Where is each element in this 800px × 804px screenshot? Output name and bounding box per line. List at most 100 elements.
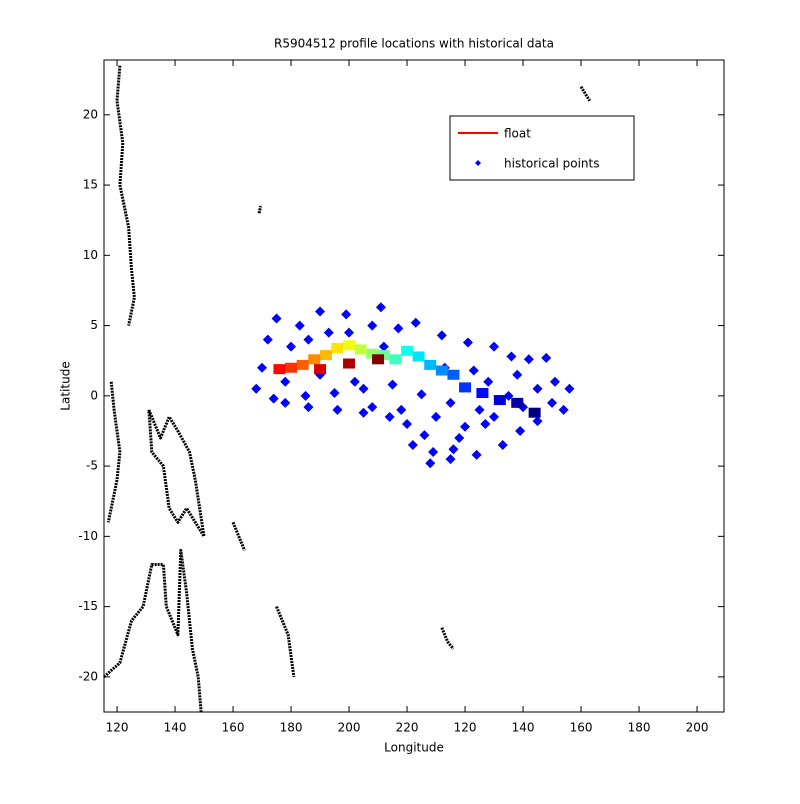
historical-point xyxy=(407,440,418,451)
historical-point xyxy=(367,402,378,413)
historical-point xyxy=(280,376,291,387)
historical-point xyxy=(523,354,534,365)
historical-point xyxy=(564,383,575,394)
float-point xyxy=(528,407,541,418)
float-point xyxy=(493,395,506,406)
historical-point xyxy=(358,407,369,418)
historical-point xyxy=(262,334,273,345)
historical-point xyxy=(332,404,343,415)
float-point xyxy=(476,388,489,399)
x-tick-label: 200 xyxy=(338,721,361,735)
float-point xyxy=(296,359,309,370)
historical-point xyxy=(315,306,326,317)
float-point xyxy=(435,365,448,376)
historical-point xyxy=(349,376,360,387)
historical-point xyxy=(503,390,514,401)
historical-point xyxy=(251,383,262,394)
float-point xyxy=(412,351,425,362)
historical-point xyxy=(480,418,491,429)
legend-box xyxy=(449,115,635,181)
historical-point xyxy=(375,302,386,313)
historical-point xyxy=(532,383,543,394)
x-tick-label: 120 xyxy=(454,721,477,735)
float-point xyxy=(343,358,356,369)
x-axis-label: Longitude xyxy=(384,741,444,755)
float-point xyxy=(401,345,414,356)
historical-point xyxy=(497,440,508,451)
y-tick-label: 5 xyxy=(90,318,98,332)
historical-point xyxy=(323,327,334,338)
historical-point xyxy=(329,388,340,399)
historical-point xyxy=(387,379,398,390)
float-point xyxy=(354,344,367,355)
historical-point xyxy=(547,397,558,408)
float-point xyxy=(331,343,344,354)
x-tick-label: 180 xyxy=(280,721,303,735)
float-point xyxy=(366,348,379,359)
legend-label: historical points xyxy=(504,157,599,171)
y-tick-label: -20 xyxy=(78,669,98,683)
historical-point xyxy=(468,365,479,376)
float-point xyxy=(308,354,321,365)
historical-point xyxy=(393,323,404,334)
x-tick-label: 140 xyxy=(164,721,187,735)
float-point xyxy=(343,340,356,351)
y-tick-label: 15 xyxy=(83,178,98,192)
historical-point xyxy=(268,393,279,404)
y-tick-label: -10 xyxy=(78,529,98,543)
float-point xyxy=(285,362,298,373)
axes-frame xyxy=(103,59,725,713)
float-point xyxy=(447,369,460,380)
x-tick-label: 220 xyxy=(396,721,419,735)
float-point xyxy=(372,354,385,365)
y-tick-label: -15 xyxy=(78,599,98,613)
legend-swatch xyxy=(475,160,481,166)
x-tick-label: 160 xyxy=(570,721,593,735)
historical-point xyxy=(344,327,355,338)
float-point xyxy=(511,397,524,408)
float-point xyxy=(459,382,472,393)
historical-point xyxy=(474,404,485,415)
y-tick-label: -5 xyxy=(86,459,98,473)
x-tick-label: 200 xyxy=(686,721,709,735)
x-tick-label: 120 xyxy=(106,721,129,735)
coastline xyxy=(103,65,591,713)
historical-point xyxy=(489,341,500,352)
y-tick-label: 0 xyxy=(90,388,98,402)
historical-point xyxy=(416,389,427,400)
historical-point xyxy=(506,351,517,362)
historical-point xyxy=(303,334,314,345)
x-tick-label: 140 xyxy=(512,721,535,735)
historical-point xyxy=(367,320,378,331)
historical-point xyxy=(471,449,482,460)
float-point xyxy=(389,354,402,365)
float-point xyxy=(273,364,286,375)
historical-point xyxy=(410,317,421,328)
historical-point xyxy=(532,416,543,427)
historical-point xyxy=(460,421,471,432)
x-tick-label: 180 xyxy=(628,721,651,735)
historical-point xyxy=(448,444,459,455)
historical-point xyxy=(549,376,560,387)
historical-point xyxy=(303,402,314,413)
historical-point xyxy=(419,430,430,441)
x-tick-label: 160 xyxy=(222,721,245,735)
historical-point xyxy=(558,404,569,415)
historical-point xyxy=(280,397,291,408)
historical-point xyxy=(384,411,395,422)
historical-point xyxy=(483,376,494,387)
historical-point xyxy=(431,411,442,422)
historical-point xyxy=(454,432,465,443)
historical-point xyxy=(445,454,456,465)
y-tick-label: 10 xyxy=(83,248,98,262)
historical-point xyxy=(436,330,447,341)
historical-point xyxy=(515,425,526,436)
historical-point xyxy=(257,362,268,373)
historical-point xyxy=(428,447,439,458)
historical-point xyxy=(541,352,552,363)
float-point xyxy=(424,359,437,370)
chart-title: R5904512 profile locations with historic… xyxy=(274,37,554,51)
historical-point xyxy=(445,397,456,408)
